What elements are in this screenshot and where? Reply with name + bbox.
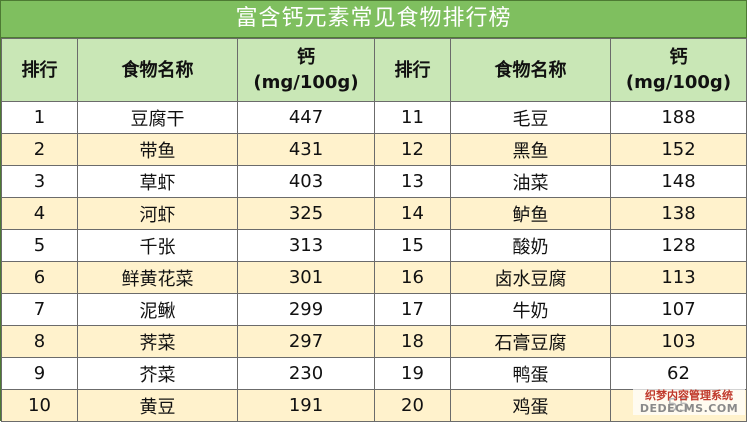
food-name-cell: 卤水豆腐	[450, 261, 611, 294]
calcium-value-cell: 301	[237, 261, 375, 294]
rank-cell: 14	[374, 197, 451, 230]
calcium-value-cell: 299	[237, 293, 375, 326]
calcium-value-cell: 113	[610, 261, 747, 294]
food-name-cell: 河虾	[77, 197, 238, 230]
calcium-value-cell: 138	[610, 197, 747, 230]
food-name-cell: 鸭蛋	[450, 357, 611, 390]
food-name-cell: 豆腐干	[77, 101, 238, 134]
food-name-cell: 黄豆	[77, 389, 238, 422]
calcium-value-cell: 230	[237, 357, 375, 390]
table-row: 8 荠菜 297 18 石膏豆腐 103	[1, 325, 747, 358]
table-row: 7 泥鳅 299 17 牛奶 107	[1, 293, 747, 326]
calcium-value-cell: 148	[610, 165, 747, 198]
table-body: 1 豆腐干 447 11 毛豆 188 2 带鱼 431 12 黑鱼 152 3 草虾 403 13 油菜 148…	[1, 101, 747, 422]
rank-cell: 19	[374, 357, 451, 390]
calcium-value-cell: 107	[610, 293, 747, 326]
food-name-cell: 鲜黄花菜	[77, 261, 238, 294]
food-name-cell: 草虾	[77, 165, 238, 198]
table-row: 1 豆腐干 447 11 毛豆 188	[1, 101, 747, 134]
calcium-value-cell: 191	[237, 389, 375, 422]
header-row: 排行 食物名称 钙 (mg/100g) 排行 食物名称 钙 (mg/100g)	[1, 38, 747, 102]
rank-cell: 13	[374, 165, 451, 198]
table-row: 4 河虾 325 14 鲈鱼 138	[1, 197, 747, 230]
header-calcium-unit: (mg/100g)	[625, 72, 732, 93]
rank-cell: 11	[374, 101, 451, 134]
food-name-cell: 毛豆	[450, 101, 611, 134]
header-food-left: 食物名称	[77, 38, 238, 102]
table-row: 9 芥菜 230 19 鸭蛋 62	[1, 357, 747, 390]
food-name-cell: 鸡蛋	[450, 389, 611, 422]
rank-cell: 8	[1, 325, 78, 358]
food-name-cell: 荠菜	[77, 325, 238, 358]
table-row: 6 鲜黄花菜 301 16 卤水豆腐 113	[1, 261, 747, 294]
rank-cell: 6	[1, 261, 78, 294]
rank-cell: 17	[374, 293, 451, 326]
calcium-value-cell: 431	[237, 133, 375, 166]
table-row: 2 带鱼 431 12 黑鱼 152	[1, 133, 747, 166]
rank-cell: 5	[1, 229, 78, 262]
rank-cell: 10	[1, 389, 78, 422]
table-row: 3 草虾 403 13 油菜 148	[1, 165, 747, 198]
rank-cell: 1	[1, 101, 78, 134]
calcium-value-cell: 313	[237, 229, 375, 262]
header-food-right: 食物名称	[450, 38, 611, 102]
calcium-value-cell: 62	[610, 357, 747, 390]
food-name-cell: 带鱼	[77, 133, 238, 166]
calcium-value-cell: 325	[237, 197, 375, 230]
header-rank-left: 排行	[1, 38, 78, 102]
calcium-value-cell: 447	[237, 101, 375, 134]
header-calcium-label: 钙	[297, 47, 315, 68]
calcium-table: 排行 食物名称 钙 (mg/100g) 排行 食物名称 钙 (mg/100g) …	[1, 38, 747, 422]
table-title: 富含钙元素常见食物排行榜	[1, 1, 746, 38]
food-name-cell: 芥菜	[77, 357, 238, 390]
header-calcium-right: 钙 (mg/100g)	[610, 38, 747, 102]
table-row: 5 千张 313 15 酸奶 128	[1, 229, 747, 262]
food-name-cell: 石膏豆腐	[450, 325, 611, 358]
calcium-value-cell: 128	[610, 229, 747, 262]
food-name-cell: 泥鳅	[77, 293, 238, 326]
rank-cell: 4	[1, 197, 78, 230]
rank-cell: 2	[1, 133, 78, 166]
calcium-value-cell: 152	[610, 133, 747, 166]
food-name-cell: 黑鱼	[450, 133, 611, 166]
food-name-cell: 鲈鱼	[450, 197, 611, 230]
rank-cell: 7	[1, 293, 78, 326]
rank-cell: 3	[1, 165, 78, 198]
table-row: 10 黄豆 191 20 鸡蛋 55	[1, 389, 747, 422]
rank-cell: 18	[374, 325, 451, 358]
header-rank-right: 排行	[374, 38, 451, 102]
calcium-value-cell: 103	[610, 325, 747, 358]
calcium-value-cell: 403	[237, 165, 375, 198]
rank-cell: 15	[374, 229, 451, 262]
calcium-value-cell: 55	[610, 389, 747, 422]
food-name-cell: 酸奶	[450, 229, 611, 262]
calcium-value-cell: 297	[237, 325, 375, 358]
header-calcium-left: 钙 (mg/100g)	[237, 38, 375, 102]
rank-cell: 12	[374, 133, 451, 166]
calcium-value-cell: 188	[610, 101, 747, 134]
rank-cell: 20	[374, 389, 451, 422]
header-calcium-unit: (mg/100g)	[253, 72, 359, 93]
food-name-cell: 千张	[77, 229, 238, 262]
food-name-cell: 油菜	[450, 165, 611, 198]
food-name-cell: 牛奶	[450, 293, 611, 326]
rank-cell: 16	[374, 261, 451, 294]
rank-cell: 9	[1, 357, 78, 390]
header-calcium-label: 钙	[669, 47, 688, 68]
